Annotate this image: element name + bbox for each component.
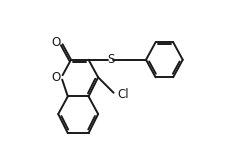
Text: O: O — [51, 71, 60, 84]
Text: Cl: Cl — [117, 88, 129, 101]
Text: S: S — [107, 53, 115, 66]
Text: O: O — [51, 36, 60, 49]
